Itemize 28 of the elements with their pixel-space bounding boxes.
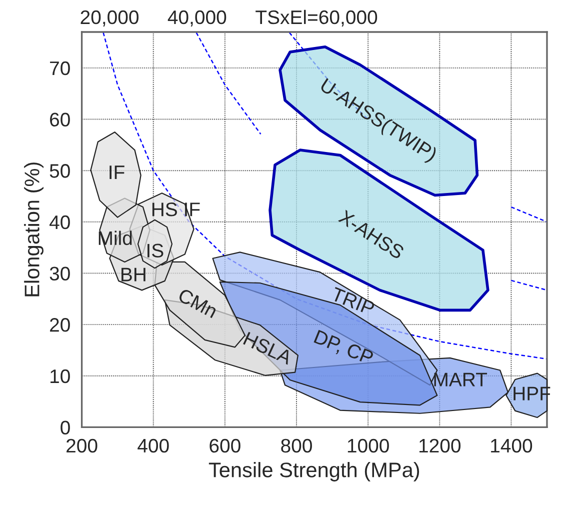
y-tick-label: 70 bbox=[50, 61, 70, 76]
x-axis-title: Tensile Strength (MPa) bbox=[208, 462, 420, 482]
y-tick-label: 60 bbox=[50, 112, 70, 126]
y-tick-label: 30 bbox=[50, 266, 70, 280]
x-tick-label: 400 bbox=[138, 438, 169, 453]
series-label: IF bbox=[110, 166, 124, 180]
x-tick-label: 1400 bbox=[491, 438, 532, 453]
x-tick-label: 600 bbox=[210, 438, 240, 453]
y-tick-label: 10 bbox=[50, 369, 70, 384]
series-label: IS bbox=[148, 244, 164, 258]
y-axis-title: Elongation (%) bbox=[24, 162, 44, 296]
series-label: MART bbox=[434, 372, 488, 386]
series-label: HSLA bbox=[242, 332, 294, 365]
x-tick-label: 1200 bbox=[419, 438, 460, 453]
x-tick-label: 200 bbox=[66, 438, 98, 453]
series-label: TRIP bbox=[330, 286, 376, 316]
y-tick-label: 50 bbox=[50, 164, 70, 178]
y-tick-label: 20 bbox=[50, 318, 70, 332]
x-tick-label: 800 bbox=[281, 438, 312, 453]
text: 40,000 bbox=[168, 10, 226, 26]
y-tick-label: 0 bbox=[60, 420, 70, 434]
x-tick-label: 1000 bbox=[348, 438, 389, 453]
y-tick-label: 40 bbox=[50, 215, 70, 230]
text: 20,000 bbox=[80, 10, 139, 26]
series-label: CMn bbox=[177, 288, 218, 318]
series-label: BH bbox=[122, 268, 146, 282]
series-label: DP, CP bbox=[312, 330, 374, 367]
text: TSxEl=60,000 bbox=[256, 10, 378, 26]
